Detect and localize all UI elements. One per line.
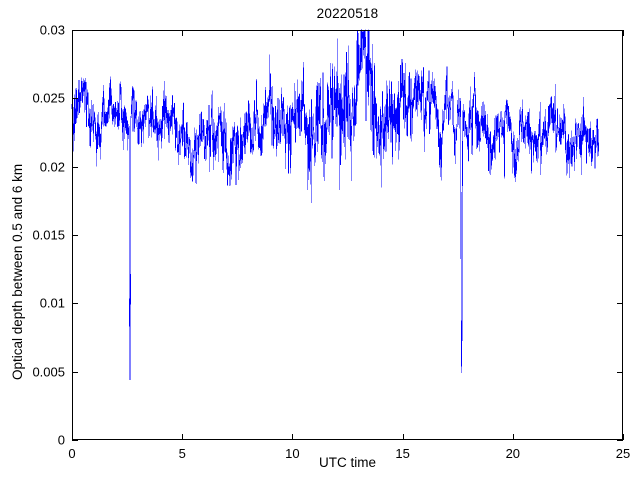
x-tick-label: 10 bbox=[285, 446, 300, 461]
x-axis-label: UTC time bbox=[319, 455, 376, 470]
chart-title: 20220518 bbox=[316, 6, 379, 21]
x-tick-label: 25 bbox=[615, 446, 631, 461]
y-tick-label: 0.02 bbox=[39, 159, 65, 175]
x-tick-label: 20 bbox=[505, 446, 521, 461]
y-tick-label: 0.015 bbox=[32, 227, 65, 243]
y-tick-label: 0 bbox=[57, 432, 65, 448]
x-tick-label: 0 bbox=[68, 446, 76, 461]
y-axis-label: Optical depth between 0.5 and 6 km bbox=[10, 163, 25, 380]
x-tick-label: 15 bbox=[395, 446, 410, 461]
y-tick-label: 0.03 bbox=[39, 22, 65, 38]
y-tick-label: 0.005 bbox=[32, 364, 65, 380]
x-tick-label: 5 bbox=[178, 446, 186, 461]
y-tick-label: 0.01 bbox=[39, 295, 65, 311]
plot-background bbox=[72, 30, 623, 440]
data-series-line bbox=[71, 29, 599, 381]
y-tick-label: 0.025 bbox=[32, 90, 65, 106]
